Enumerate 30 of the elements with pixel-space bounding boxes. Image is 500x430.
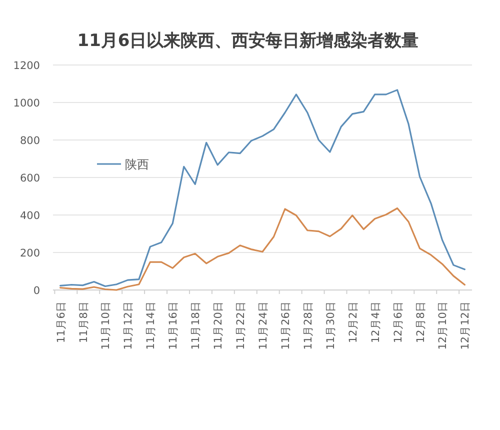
y-tick-label: 600 bbox=[20, 172, 40, 184]
x-tick-label: 12月6日 bbox=[392, 301, 404, 344]
chart-title: 11月6日以来陕西、西安每日新增感染者数量 bbox=[77, 31, 419, 51]
x-tick-label: 11月26日 bbox=[280, 301, 292, 350]
x-tick-label: 11月10日 bbox=[100, 301, 112, 350]
x-tick-label: 11月8日 bbox=[78, 301, 90, 344]
x-tick-label: 11月20日 bbox=[212, 301, 225, 350]
line-series bbox=[60, 207, 466, 291]
x-tick-label: 11月24日 bbox=[258, 301, 270, 350]
legend-label: 陕西 bbox=[125, 158, 149, 172]
x-tick-label: 11月18日 bbox=[190, 301, 202, 350]
y-tick-label: 200 bbox=[20, 248, 40, 260]
y-tick-label: 800 bbox=[20, 135, 40, 147]
x-tick-label: 12月8日 bbox=[414, 301, 427, 344]
y-tick-label: 0 bbox=[33, 285, 40, 297]
x-tick-label: 12月4日 bbox=[370, 301, 382, 344]
y-tick-label: 1000 bbox=[13, 98, 40, 110]
y-tick-label: 1200 bbox=[13, 60, 40, 72]
x-tick-label: 11月30日 bbox=[324, 301, 337, 350]
x-tick-label: 11月22日 bbox=[235, 301, 248, 350]
line-series bbox=[60, 89, 466, 288]
x-tick-label: 11月6日 bbox=[55, 301, 68, 344]
x-tick-label: 11月28日 bbox=[302, 301, 314, 350]
x-tick-label: 11月12日 bbox=[122, 301, 135, 350]
x-tick-label: 12月10日 bbox=[437, 301, 450, 350]
x-tick-label: 12月2日 bbox=[347, 301, 360, 344]
x-tick-label: 11月14日 bbox=[145, 301, 158, 350]
y-tick-label: 400 bbox=[20, 210, 40, 222]
x-tick-label: 11月16日 bbox=[168, 301, 180, 350]
x-tick-label: 12月12日 bbox=[460, 301, 472, 350]
